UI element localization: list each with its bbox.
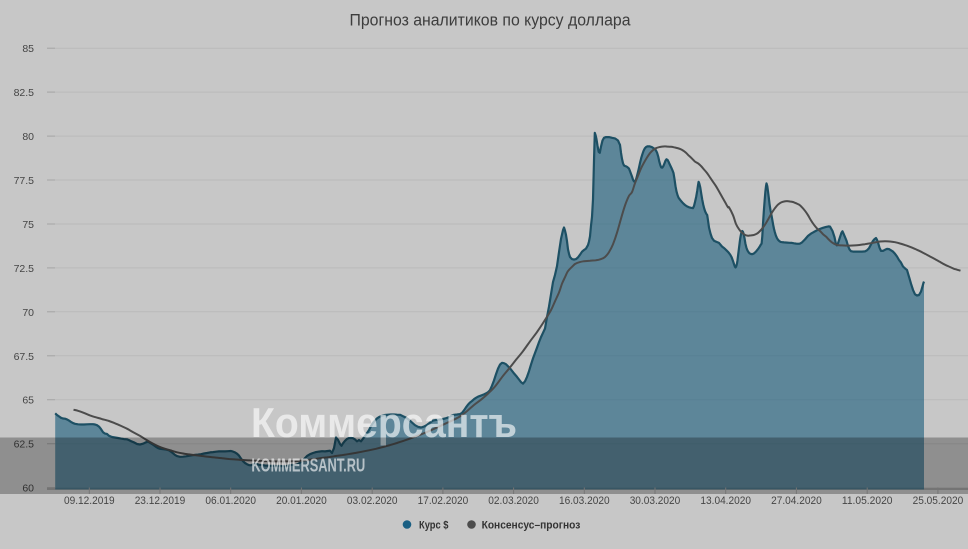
svg-text:25.05.2020: 25.05.2020 [913, 495, 964, 507]
svg-text:11.05.2020: 11.05.2020 [842, 495, 893, 507]
svg-text:72.5: 72.5 [14, 263, 35, 275]
svg-text:70: 70 [22, 307, 34, 319]
svg-text:30.03.2020: 30.03.2020 [630, 495, 681, 507]
svg-text:80: 80 [22, 131, 34, 143]
svg-text:13.04.2020: 13.04.2020 [700, 495, 751, 507]
svg-text:17.02.2020: 17.02.2020 [418, 495, 469, 507]
svg-text:82.5: 82.5 [14, 87, 35, 99]
svg-text:23.12.2019: 23.12.2019 [135, 495, 186, 507]
svg-text:06.01.2020: 06.01.2020 [205, 495, 256, 507]
svg-text:16.03.2020: 16.03.2020 [559, 495, 610, 507]
svg-text:77.5: 77.5 [14, 175, 35, 187]
svg-text:27.04.2020: 27.04.2020 [771, 495, 822, 507]
svg-text:67.5: 67.5 [14, 351, 35, 363]
svg-text:Консенсус–прогноз: Консенсус–прогноз [482, 520, 581, 532]
svg-text:Прогноз аналитиков по курсу до: Прогноз аналитиков по курсу доллара [350, 12, 632, 30]
svg-text:62.5: 62.5 [14, 439, 35, 451]
svg-text:65: 65 [22, 395, 34, 407]
svg-text:09.12.2019: 09.12.2019 [64, 495, 115, 507]
svg-text:03.02.2020: 03.02.2020 [347, 495, 398, 507]
svg-text:75: 75 [22, 219, 34, 231]
svg-text:20.01.2020: 20.01.2020 [276, 495, 327, 507]
svg-text:Курс $: Курс $ [419, 520, 449, 532]
svg-text:60: 60 [22, 483, 34, 495]
svg-text:Коммерсантъ: Коммерсантъ [251, 399, 517, 446]
svg-text:KOMMERSANT.RU: KOMMERSANT.RU [251, 455, 365, 476]
svg-text:85: 85 [22, 43, 34, 55]
svg-text:02.03.2020: 02.03.2020 [488, 495, 539, 507]
